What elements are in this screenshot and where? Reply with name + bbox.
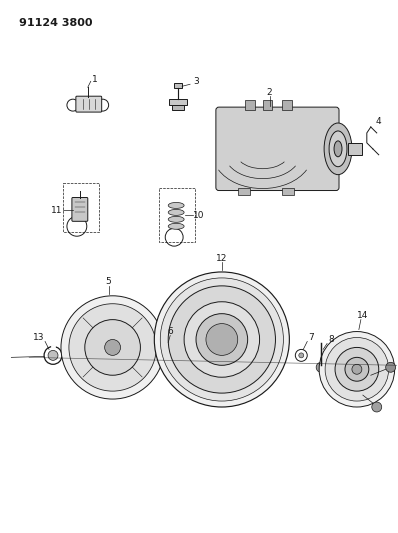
Text: 2: 2 [267, 88, 272, 96]
Text: 10: 10 [193, 211, 205, 220]
FancyBboxPatch shape [72, 198, 88, 221]
Ellipse shape [168, 216, 184, 222]
Bar [174, 83, 182, 88]
Ellipse shape [334, 141, 342, 157]
Circle shape [85, 320, 140, 375]
Bar [263, 100, 273, 110]
Circle shape [168, 286, 275, 393]
Circle shape [352, 365, 362, 374]
Text: 8: 8 [328, 335, 334, 344]
Text: 3: 3 [193, 77, 199, 86]
Ellipse shape [329, 131, 347, 167]
FancyBboxPatch shape [76, 96, 101, 112]
Circle shape [48, 350, 58, 360]
Circle shape [325, 337, 389, 401]
Ellipse shape [168, 223, 184, 229]
Bar [63, 183, 99, 232]
Bar [283, 188, 295, 196]
Circle shape [335, 348, 379, 391]
Circle shape [206, 324, 238, 356]
Text: 13: 13 [33, 333, 45, 342]
Bar [348, 143, 362, 155]
Circle shape [165, 346, 171, 352]
Circle shape [105, 340, 121, 356]
Circle shape [196, 313, 248, 365]
Bar [159, 188, 195, 242]
Bar [169, 99, 187, 105]
Text: 11: 11 [51, 206, 63, 215]
Circle shape [184, 302, 259, 377]
Text: 12: 12 [216, 254, 228, 263]
Circle shape [61, 296, 164, 399]
Circle shape [319, 332, 395, 407]
Text: 6: 6 [167, 327, 173, 336]
Circle shape [316, 362, 326, 372]
Circle shape [299, 353, 304, 358]
Text: 91124 3800: 91124 3800 [19, 18, 93, 28]
FancyBboxPatch shape [216, 107, 339, 190]
Text: 14: 14 [357, 311, 369, 320]
Bar [245, 100, 255, 110]
Circle shape [386, 362, 396, 372]
Circle shape [345, 357, 369, 381]
Circle shape [69, 304, 156, 391]
Bar [283, 100, 293, 110]
Ellipse shape [168, 209, 184, 215]
Text: 1: 1 [92, 75, 98, 84]
Circle shape [154, 272, 289, 407]
Circle shape [160, 278, 283, 401]
Ellipse shape [324, 123, 352, 175]
Text: 5: 5 [106, 277, 111, 286]
Text: 7: 7 [308, 333, 314, 342]
Ellipse shape [168, 203, 184, 208]
Circle shape [372, 402, 382, 412]
Bar [238, 188, 250, 196]
Bar [172, 105, 184, 110]
Text: 4: 4 [376, 117, 382, 126]
